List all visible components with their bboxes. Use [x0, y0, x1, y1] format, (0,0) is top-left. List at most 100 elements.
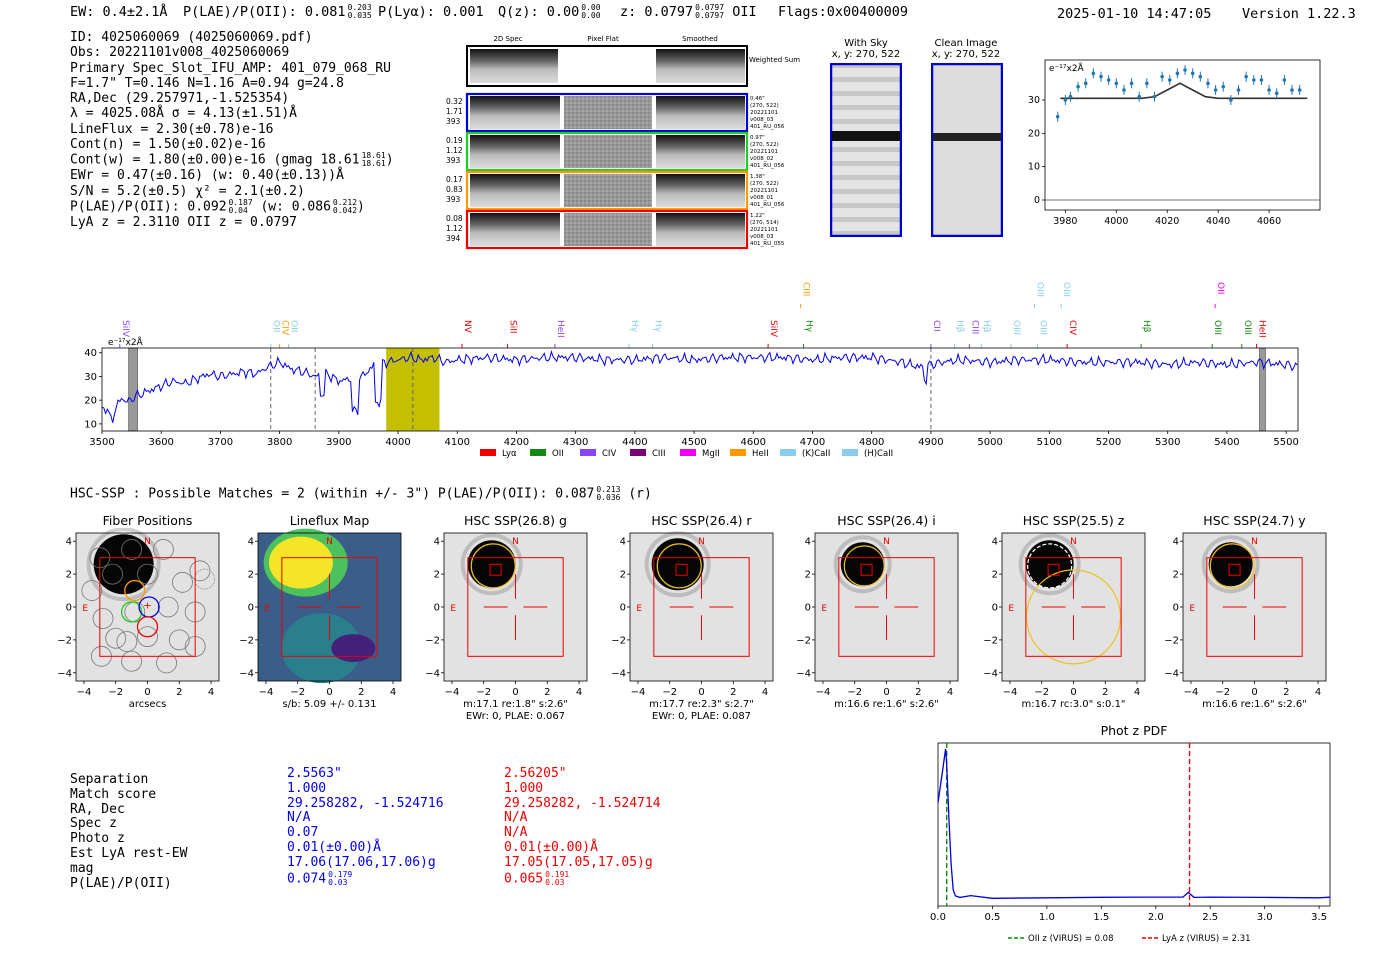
hsc-xtick-label: 2: [730, 687, 736, 698]
hsc-candidate-box: [860, 563, 873, 576]
fiber-circle: [156, 652, 177, 674]
hsc-xtick-label: −2: [1215, 687, 1230, 698]
hsc-ytick-label: −4: [983, 668, 998, 679]
hsc-ytick-label: −2: [796, 635, 811, 646]
match-plae-fraction: 0.191 0.03: [545, 870, 569, 887]
fiber-circle: [152, 539, 174, 560]
hsc-summary-lo: 0.036: [596, 493, 621, 502]
spectrum-plot: 3500 3600 3700 3800 3900 4000 4100 4200 4300 4400…: [84, 347, 1299, 448]
hsc-candidate-box: [489, 563, 502, 576]
match-value-text: 0.074: [287, 871, 327, 887]
hsc-xtick-label: 2: [1102, 687, 1108, 698]
fiber-circle: [92, 608, 114, 629]
cutout-row-right-value: (270, 522): [750, 181, 779, 187]
photz-frame: [937, 742, 1331, 907]
spectrum-line-label: Hγ: [629, 320, 639, 333]
spectrum-legend-label: (H)CaII: [864, 449, 893, 458]
hsc-ytick-label: 0: [66, 603, 72, 614]
hsc-xtick-label: 0: [512, 687, 518, 698]
match-value-text: N/A: [504, 825, 528, 841]
hsc-search-box: [1025, 557, 1122, 657]
header-plae-hi: 0.203: [347, 3, 372, 12]
photz-xtick-label: 2.0: [1148, 912, 1164, 923]
cutout-row-right-value: 401_RU_055: [750, 241, 785, 247]
hsc-xtick-label: −4: [816, 687, 831, 698]
with-sky-label: With Sky: [844, 38, 888, 49]
hsc-panel-title: HSC SSP(26.8) g: [464, 513, 567, 528]
match-col1-value: 2.5563": [287, 766, 444, 782]
spectrum-line-label: CIV: [280, 320, 290, 336]
hsc-ytick-label: 0: [248, 603, 254, 614]
compass-north: N: [326, 537, 333, 547]
zoom-line-fit-chart: e⁻¹⁷x2Å 3980 4000 4020 4040 4060 0 10 20 30: [1028, 59, 1321, 227]
hsc-xtick-label: −4: [445, 687, 460, 698]
photz-legend: OII z (VIRUS) = 0.08 LyA z (VIRUS) = 2.3…: [1008, 934, 1251, 944]
spectrum-line-label: OIII: [1061, 282, 1071, 297]
zoom-data-point: [1175, 71, 1180, 76]
info-gmag-lo: 18.61: [361, 159, 386, 169]
cutout-row-right-value: 401_RU_056: [750, 163, 785, 169]
hsc-xtick-label: 0: [1070, 687, 1076, 698]
spectrum-xtick-label: 4500: [681, 437, 706, 448]
spectrum-legend-swatch: [730, 449, 746, 456]
match-col2-value: 0.065 0.191 0.03: [504, 870, 661, 887]
hsc-panel-title: Lineflux Map: [289, 513, 370, 528]
zoom-xtick-label: 4000: [1104, 216, 1128, 227]
zoom-ytick-label: 0: [1034, 195, 1040, 206]
info-ewr: EWr = 0.47(±0.16) (w: 0.40(±0.13))Å: [70, 168, 344, 184]
header-qz-label: Q(z): 0.00: [498, 4, 580, 20]
compass-north: N: [883, 537, 890, 547]
cutout-col-smoothed: Smoothed: [682, 35, 718, 43]
cutout-row-smoothed: [656, 213, 745, 246]
zoom-data-point: [1190, 71, 1195, 76]
info-obs: Obs: 20221101v008_4025060069: [70, 45, 290, 61]
cutout-row-2dspec: [470, 174, 560, 207]
cutout-row-right-value: v008_03: [750, 117, 774, 123]
spectrum-line-label: SiIV: [120, 320, 130, 338]
match-table-labels: Separation Match score RA, Dec Spec z Photo …: [70, 772, 187, 891]
hsc-xtick-label: 2: [915, 687, 921, 698]
match-col2-value: 2.56205": [504, 766, 661, 782]
spectrum-xtick-label: 5200: [1096, 437, 1121, 448]
fiber-circle-orange: [124, 579, 146, 602]
zoom-xtick-label: 4060: [1257, 216, 1281, 227]
center-cross: +: [143, 601, 151, 612]
header-qz-hi: 0.00: [581, 3, 601, 12]
info-fit: F=1.7" T=0.146 N=1.16 A=0.94 g=24.8: [70, 75, 344, 91]
header-plae: P(LAE)/P(OII): 0.081 0.203 0.035: [183, 3, 372, 21]
hsc-ytick-label: 4: [1173, 537, 1179, 548]
cutout-col-2dspec: 2D Spec: [493, 35, 522, 43]
cutout-row-pixelflat: [564, 174, 652, 207]
hsc-aperture: [1209, 543, 1255, 589]
cutout-row-right-value: 0.97": [750, 135, 765, 141]
hsc-caption-1: m:17.1 re:1.8" s:2.6": [463, 699, 568, 710]
hsc-ytick-label: 4: [992, 537, 998, 548]
compass-east: E: [264, 604, 270, 614]
hsc-xtick-label: 4: [208, 687, 214, 698]
photz-legend-oii: OII z (VIRUS) = 0.08: [1028, 934, 1114, 944]
cutout-row-left-value: 1.71: [446, 107, 463, 116]
zoom-data-point: [1229, 98, 1233, 102]
fiber-circle: [137, 626, 158, 647]
zoom-data-point: [1152, 94, 1157, 99]
match-label: P(LAE)/P(OII): [70, 875, 172, 891]
hsc-ytick-label: 4: [248, 537, 254, 548]
header-plya: P(Lyα): 0.001: [378, 4, 484, 20]
hsc-panel-title: Fiber Positions: [102, 513, 193, 528]
photz-xtick-label: 0.0: [930, 912, 946, 923]
hsc-search-box: [653, 557, 750, 657]
zoom-model-line: [1060, 82, 1308, 100]
spectrum-ylabel: e⁻¹⁷x2Å: [108, 336, 144, 348]
zoom-data-point: [1183, 68, 1187, 72]
hsc-xtick-label: −4: [1184, 687, 1199, 698]
spectrum-legend-swatch: [842, 449, 858, 456]
hsc-panel-title: HSC SSP(24.7) y: [1203, 513, 1306, 528]
hsc-xtick-label: 2: [1283, 687, 1289, 698]
hsc-panel-title: HSC SSP(26.4) r: [651, 513, 752, 528]
hsc-caption-2: EWr: 0, PLAE: 0.087: [652, 711, 751, 722]
hsc-xtick-label: 0: [326, 687, 332, 698]
fiber-circle: [121, 650, 143, 672]
hsc-xtick-label: −4: [259, 687, 274, 698]
photz-legend-lya: LyA z (VIRUS) = 2.31: [1162, 934, 1251, 944]
match-col1-value: N/A: [287, 810, 444, 826]
